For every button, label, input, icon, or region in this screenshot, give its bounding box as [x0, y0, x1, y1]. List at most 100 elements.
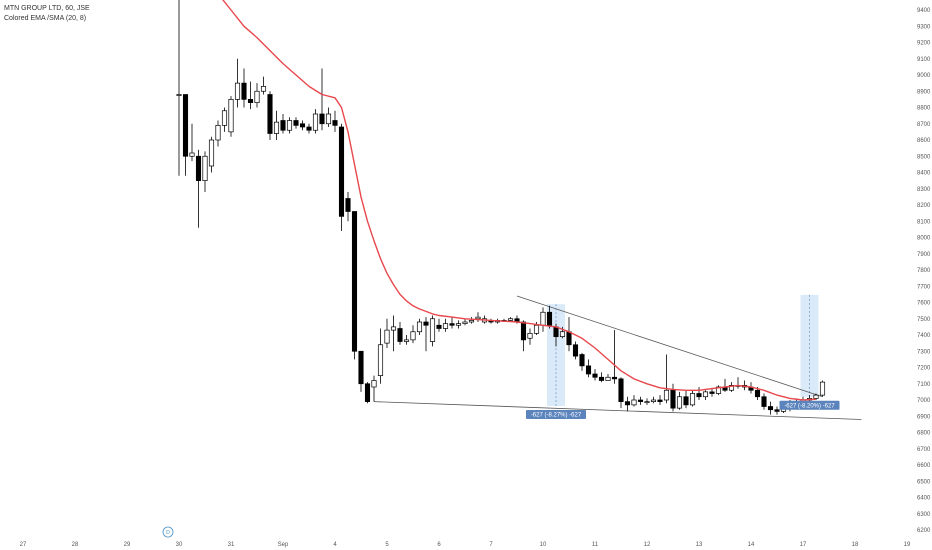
x-tick-label: 6: [437, 542, 441, 548]
measurement-label: -627 (-8.27%) -627: [531, 413, 582, 419]
symbol-title: MTN GROUP LTD, 60, JSE: [4, 5, 90, 12]
candle-body: [254, 90, 260, 103]
x-tick-label: 13: [696, 542, 703, 548]
candle-body: [819, 381, 826, 396]
candle-body: [605, 376, 611, 381]
x-tick-label: 28: [72, 542, 79, 548]
y-tick-label: 8700: [917, 122, 931, 128]
y-tick-label: 7800: [917, 268, 931, 274]
candle-body: [449, 323, 455, 326]
candle-body: [312, 113, 319, 131]
candle-body: [663, 389, 670, 401]
candle-body: [195, 155, 202, 181]
y-tick-label: 7000: [917, 398, 931, 404]
candle-body: [468, 320, 475, 323]
measurement-label-bg: [779, 400, 840, 410]
candle-body: [202, 155, 208, 181]
candle-body: [715, 386, 722, 394]
y-tick-label: 9000: [917, 73, 931, 79]
candle-body: [260, 86, 267, 92]
y-tick-label: 8800: [917, 106, 931, 112]
candle-body: [637, 399, 644, 402]
y-tick-label: 9400: [917, 8, 931, 14]
candle-body: [520, 321, 527, 341]
candle-body: [332, 120, 338, 126]
x-tick-label: 5: [385, 542, 389, 548]
y-tick-label: 6600: [917, 463, 931, 469]
x-tick-label: 17: [800, 542, 807, 548]
ema-polyline: [222, 0, 817, 401]
dividend-marker-label: D: [166, 530, 170, 536]
y-tick-label: 8200: [917, 203, 931, 209]
candle-body: [416, 321, 423, 333]
candlesticks: [176, 0, 826, 415]
candle-body: [358, 350, 364, 385]
y-tick-label: 8300: [917, 187, 931, 193]
y-tick-label: 8900: [917, 89, 931, 95]
chart-legend: MTN GROUP LTD, 60, JSE Colored EMA /SMA …: [4, 4, 90, 24]
y-tick-label: 7100: [917, 382, 931, 388]
candle-body: [403, 339, 410, 342]
price-axis: 9400 9300 9200 9100 9000 8900 8800 8700 8600 8500…: [917, 8, 931, 534]
y-tick-label: 7600: [917, 301, 931, 307]
candle-body: [182, 94, 189, 157]
dividend-marker-circle[interactable]: [162, 526, 174, 538]
y-tick-label: 8100: [917, 219, 931, 225]
x-tick-label: 4: [333, 542, 337, 548]
candle-body: [208, 139, 215, 167]
y-tick-label: 7300: [917, 349, 931, 355]
measurement-range: [547, 304, 565, 407]
candle-body: [585, 365, 592, 375]
candle-body: [351, 211, 358, 352]
candle-body: [299, 123, 306, 128]
measurement-range: [800, 294, 819, 397]
candle-body: [754, 389, 761, 398]
candle-body: [696, 393, 702, 398]
candle-body: [442, 323, 449, 329]
x-tick-label: 18: [852, 542, 859, 548]
candle-body: [241, 82, 247, 100]
y-tick-label: 7700: [917, 284, 931, 290]
candle-body: [592, 373, 598, 378]
candle-body: [410, 331, 416, 341]
candle-body: [325, 113, 332, 125]
measurement-label: -627 (-8.20%) -627: [784, 403, 835, 409]
candle-body: [813, 394, 819, 399]
candle-body: [345, 198, 351, 212]
candle-body: [455, 323, 462, 326]
candle-body: [676, 396, 683, 409]
y-tick-label: 7900: [917, 252, 931, 258]
candle-body: [286, 120, 293, 131]
x-tick-label: 11: [592, 542, 599, 548]
candle-body: [566, 331, 572, 346]
candle-body: [273, 121, 280, 134]
time-axis: 27 28 29 30 31 Sep 4 5 6 7 10 11 12 13 14 17 18 19: [20, 542, 911, 548]
x-tick-label: 19: [904, 542, 911, 548]
y-tick-label: 6300: [917, 512, 931, 518]
candle-body: [533, 324, 540, 334]
candle-body: [572, 344, 579, 357]
candle-body: [767, 406, 774, 411]
measurement-labels: -627 (-8.27%) -627 -627 (-8.20%) -627: [526, 400, 840, 420]
y-tick-label: 8600: [917, 138, 931, 144]
candle-body: [611, 376, 618, 380]
x-tick-label: 10: [540, 542, 547, 548]
candle-body: [527, 333, 533, 339]
candle-body: [761, 396, 767, 407]
x-tick-label: 7: [489, 542, 493, 548]
candle-body: [657, 399, 663, 402]
candle-body: [384, 329, 390, 344]
candle-body: [247, 99, 254, 103]
y-tick-label: 9200: [917, 41, 931, 47]
y-tick-label: 9100: [917, 57, 931, 63]
y-tick-label: 7200: [917, 366, 931, 372]
candle-body: [462, 321, 468, 324]
ema-line: [222, 0, 817, 401]
y-tick-label: 9300: [917, 24, 931, 30]
y-tick-label: 8000: [917, 236, 931, 242]
candle-body: [689, 393, 696, 406]
trendlines: [373, 295, 862, 420]
candle-body: [507, 318, 514, 321]
candle-body: [540, 311, 546, 326]
